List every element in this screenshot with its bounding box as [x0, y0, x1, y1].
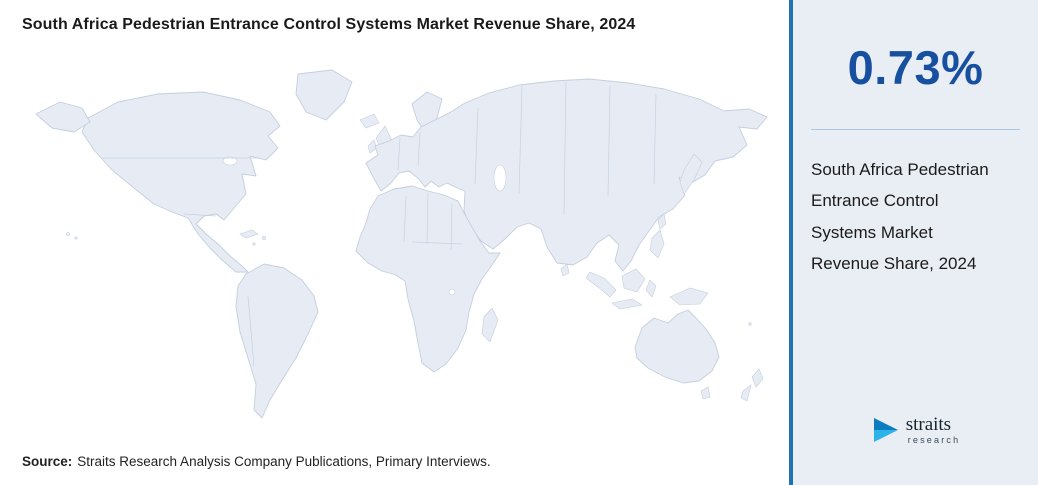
- island-fiji: [748, 322, 752, 326]
- straits-arrow-icon: [873, 418, 898, 442]
- map-section: South Africa Pedestrian Entrance Control…: [8, 16, 773, 469]
- world-map: [8, 66, 773, 442]
- continent-eurasia: [365, 78, 768, 272]
- island-japan: [679, 153, 703, 195]
- island-hispaniola: [261, 235, 267, 241]
- panel-spacer: [811, 280, 1020, 415]
- island-java: [611, 298, 643, 310]
- lake-great-lakes: [222, 156, 238, 166]
- region-greenland: [295, 69, 353, 121]
- continent-north-america: [81, 91, 281, 273]
- logo-name: straits: [905, 414, 952, 435]
- chart-title: South Africa Pedestrian Entrance Control…: [22, 16, 636, 33]
- island-new-zealand-north: [751, 368, 764, 388]
- island-new-guinea: [669, 287, 709, 306]
- continent-south-america: [235, 263, 319, 419]
- island-madagascar: [481, 307, 499, 343]
- lake-victoria: [448, 288, 456, 296]
- island-sri-lanka: [560, 263, 570, 277]
- straits-research-logo: straits research: [871, 415, 961, 445]
- region-scandinavia: [411, 91, 443, 133]
- continent-australia: [634, 309, 720, 384]
- stat-description: South Africa Pedestrian Entrance Control…: [811, 160, 989, 274]
- source-label: Source:: [22, 454, 73, 469]
- country-borders: [102, 81, 657, 367]
- source-text: Straits Research Analysis Company Public…: [77, 454, 491, 469]
- island-caribbean: [252, 242, 256, 246]
- island-iceland: [359, 113, 380, 129]
- continent-africa: [355, 185, 501, 373]
- island-sumatra: [585, 271, 617, 298]
- world-map-svg: [35, 69, 768, 419]
- island-hawaii-2: [74, 236, 78, 240]
- stat-panel: 0.73% South Africa Pedestrian Entrance C…: [789, 0, 1038, 485]
- logo-text: straits research: [906, 415, 961, 445]
- island-taiwan: [657, 213, 667, 230]
- logo-subname: research: [907, 435, 961, 445]
- island-hawaii: [66, 232, 70, 236]
- island-borneo: [621, 268, 646, 293]
- island-cuba: [239, 229, 259, 239]
- region-alaska: [35, 101, 91, 133]
- source-note: Source: Straits Research Analysis Company…: [22, 454, 491, 469]
- island-tasmania: [700, 386, 711, 400]
- island-philippines: [649, 229, 665, 259]
- stat-value: 0.73%: [847, 41, 984, 94]
- lake-caspian-sea: [493, 164, 507, 192]
- panel-divider: [811, 129, 1020, 130]
- island-sulawesi: [645, 279, 657, 298]
- island-new-zealand-south: [740, 384, 752, 402]
